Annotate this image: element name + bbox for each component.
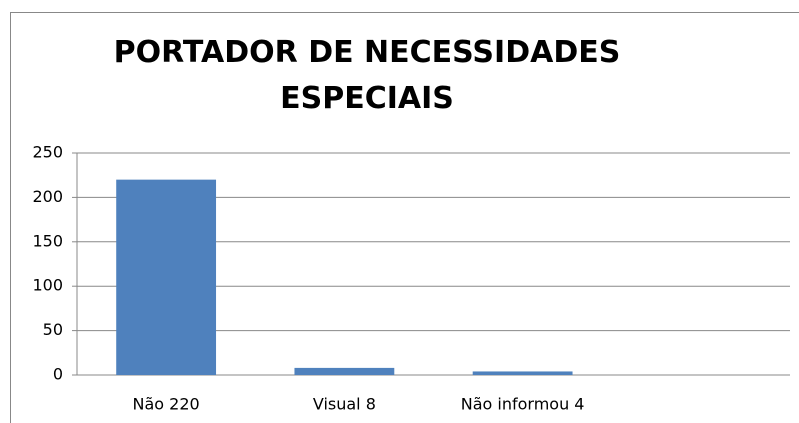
y-tick-label: 50 xyxy=(43,320,63,339)
x-tick-label: Não 220 xyxy=(133,395,200,414)
chart-title: PORTADOR DE NECESSIDADES ESPECIAIS xyxy=(113,35,621,116)
y-tick-label: 0 xyxy=(53,365,63,384)
y-tick-label: 250 xyxy=(32,143,63,162)
bar xyxy=(472,371,573,375)
y-tick-label: 100 xyxy=(32,276,63,295)
y-tick-label: 200 xyxy=(32,187,63,206)
x-tick-label: Visual 8 xyxy=(313,395,376,414)
chart-frame xyxy=(10,12,799,423)
bar xyxy=(116,179,217,375)
bar xyxy=(294,367,395,375)
y-tick-label: 150 xyxy=(32,231,63,250)
x-tick-label: Não informou 4 xyxy=(461,395,585,414)
